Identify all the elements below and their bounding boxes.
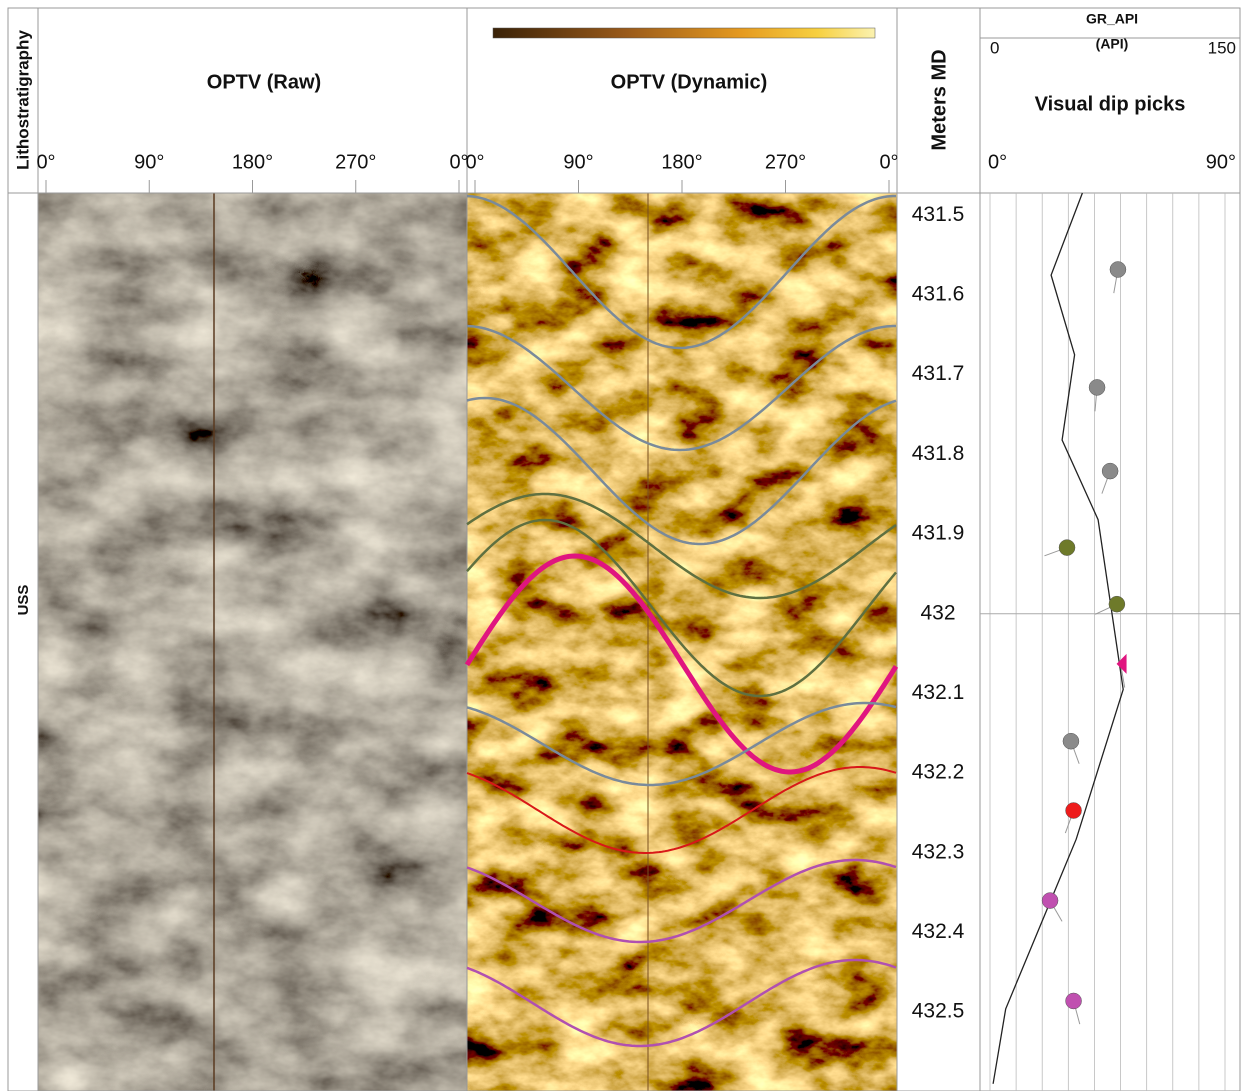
azimuth-tick-label: 270° <box>335 151 376 173</box>
sinusoid-trace <box>466 324 896 452</box>
depth-label: 432.5 <box>912 1000 965 1023</box>
sinusoid-trace <box>466 858 897 944</box>
images <box>38 27 897 1091</box>
dip-pick <box>1101 462 1119 480</box>
depth-label: 432.1 <box>912 681 965 704</box>
dip-pick <box>1065 802 1082 819</box>
dip-pick <box>1058 539 1076 556</box>
sinusoid-trace <box>466 766 897 854</box>
azimuth-tick-label: 90° <box>563 151 593 173</box>
dip-pick <box>1041 892 1059 909</box>
sinusoid-trace <box>466 194 896 350</box>
depth-label: 432 <box>920 601 955 624</box>
dip-pick <box>1109 261 1127 278</box>
color-bar <box>492 27 876 39</box>
track-title: Meters MD <box>928 49 950 150</box>
track-title: OPTV (Dynamic) <box>611 71 768 93</box>
azimuth-tick-label: 180° <box>232 151 273 173</box>
sinusoid-trace <box>466 958 897 1048</box>
azimuth-tick-label: 270° <box>765 151 806 173</box>
azimuth-tick-label: 0° <box>465 151 484 173</box>
dip-pick <box>1108 595 1126 613</box>
optv-dynamic-image <box>467 193 897 1091</box>
sinusoid-trace <box>464 553 899 775</box>
sinusoid-trace <box>466 492 897 600</box>
scale-label: 0° <box>988 151 1007 173</box>
curve-name: GR_API <box>1086 11 1138 27</box>
scale-label: 0 <box>990 38 999 57</box>
depth-label: 432.2 <box>912 761 965 784</box>
dip-pick <box>1116 653 1127 674</box>
unit-label: USS <box>15 585 32 616</box>
frame <box>7 7 1241 1091</box>
azimuth-tick-label: 90° <box>134 151 164 173</box>
depth-label: 431.6 <box>912 283 965 306</box>
optv-raw-image <box>38 193 467 1091</box>
depth-label: 431.9 <box>912 522 965 545</box>
track-title: OPTV (Raw) <box>207 71 321 93</box>
sinusoid-trace <box>466 518 897 698</box>
azimuth-tick-label: 0° <box>36 151 55 173</box>
gr-curve <box>992 192 1124 1084</box>
track-title: Lithostratigraphy <box>13 30 32 170</box>
depth-label: 431.7 <box>912 362 965 385</box>
depth-label: 431.5 <box>912 203 965 226</box>
dip-pick <box>1088 379 1106 396</box>
sinusoid-trace <box>466 701 897 787</box>
depth-label: 431.8 <box>912 442 965 465</box>
border <box>7 7 1241 1091</box>
sinusoid-trace <box>466 396 897 546</box>
dip-pick <box>1065 992 1082 1010</box>
depth-label: 432.3 <box>912 840 965 863</box>
azimuth-tick-label: 0° <box>879 151 898 173</box>
depth-label: 432.4 <box>912 920 965 943</box>
curve-unit: (API) <box>1096 36 1129 52</box>
azimuth-tick-label: 180° <box>661 151 702 173</box>
track-title: Visual dip picks <box>1035 93 1186 115</box>
dip-pick <box>1062 732 1080 750</box>
scale-label: 90° <box>1206 151 1236 173</box>
azimuth-tick-label: 0° <box>449 151 468 173</box>
scale-label: 150 <box>1208 38 1236 57</box>
